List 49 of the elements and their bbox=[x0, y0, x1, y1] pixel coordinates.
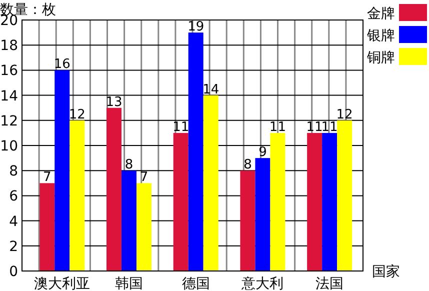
x-tick-label: 德国 bbox=[182, 276, 210, 291]
bar bbox=[270, 132, 286, 271]
legend-label: 金牌 bbox=[367, 6, 395, 22]
data-label: 13 bbox=[106, 94, 122, 110]
data-label: 11 bbox=[172, 120, 190, 135]
bar bbox=[203, 95, 218, 271]
bar bbox=[121, 170, 136, 271]
bar bbox=[54, 70, 70, 271]
data-label: 8 bbox=[244, 158, 252, 173]
y-tick-label: 4 bbox=[9, 214, 18, 230]
data-label: 12 bbox=[68, 107, 86, 122]
data-label: 12 bbox=[336, 107, 353, 122]
data-label: 16 bbox=[54, 57, 70, 72]
bar bbox=[136, 183, 152, 271]
x-tick-label: 韩国 bbox=[114, 276, 143, 291]
data-label: 7 bbox=[140, 170, 148, 186]
y-tick-label: 8 bbox=[9, 164, 18, 180]
y-tick-label: 12 bbox=[0, 113, 18, 130]
y-tick-label: 6 bbox=[9, 188, 18, 205]
data-label: 11 bbox=[306, 120, 323, 135]
data-label: 14 bbox=[202, 82, 220, 98]
data-label: 7 bbox=[42, 170, 52, 186]
bar bbox=[307, 132, 322, 271]
legend-label: 银牌 bbox=[366, 28, 395, 44]
bar bbox=[240, 170, 256, 271]
y-tick-label: 14 bbox=[0, 88, 18, 104]
bar bbox=[337, 120, 352, 271]
y-tick-label: 2 bbox=[9, 238, 18, 255]
y-tick-label: 10 bbox=[0, 138, 18, 154]
bar bbox=[106, 108, 122, 271]
bar bbox=[40, 183, 55, 271]
bar bbox=[322, 132, 338, 271]
x-axis-title: 国家 bbox=[372, 264, 400, 280]
bar bbox=[255, 158, 270, 271]
y-tick-label: 18 bbox=[0, 38, 18, 54]
data-label: 8 bbox=[124, 158, 134, 173]
data-label: 9 bbox=[258, 145, 267, 160]
bar bbox=[70, 120, 85, 271]
x-tick-label: 意大利 bbox=[240, 276, 284, 291]
y-tick-label: 0 bbox=[9, 264, 18, 280]
bar bbox=[188, 32, 204, 271]
y-tick-label: 16 bbox=[0, 63, 18, 80]
data-label: 11 bbox=[269, 120, 286, 135]
x-tick-label: 法国 bbox=[316, 276, 344, 291]
data-label: 19 bbox=[188, 20, 204, 35]
x-tick-label: 澳大利亚 bbox=[34, 276, 90, 291]
data-label: 11 bbox=[321, 120, 338, 135]
legend-label: 铜牌 bbox=[366, 50, 395, 66]
bar bbox=[173, 132, 188, 271]
